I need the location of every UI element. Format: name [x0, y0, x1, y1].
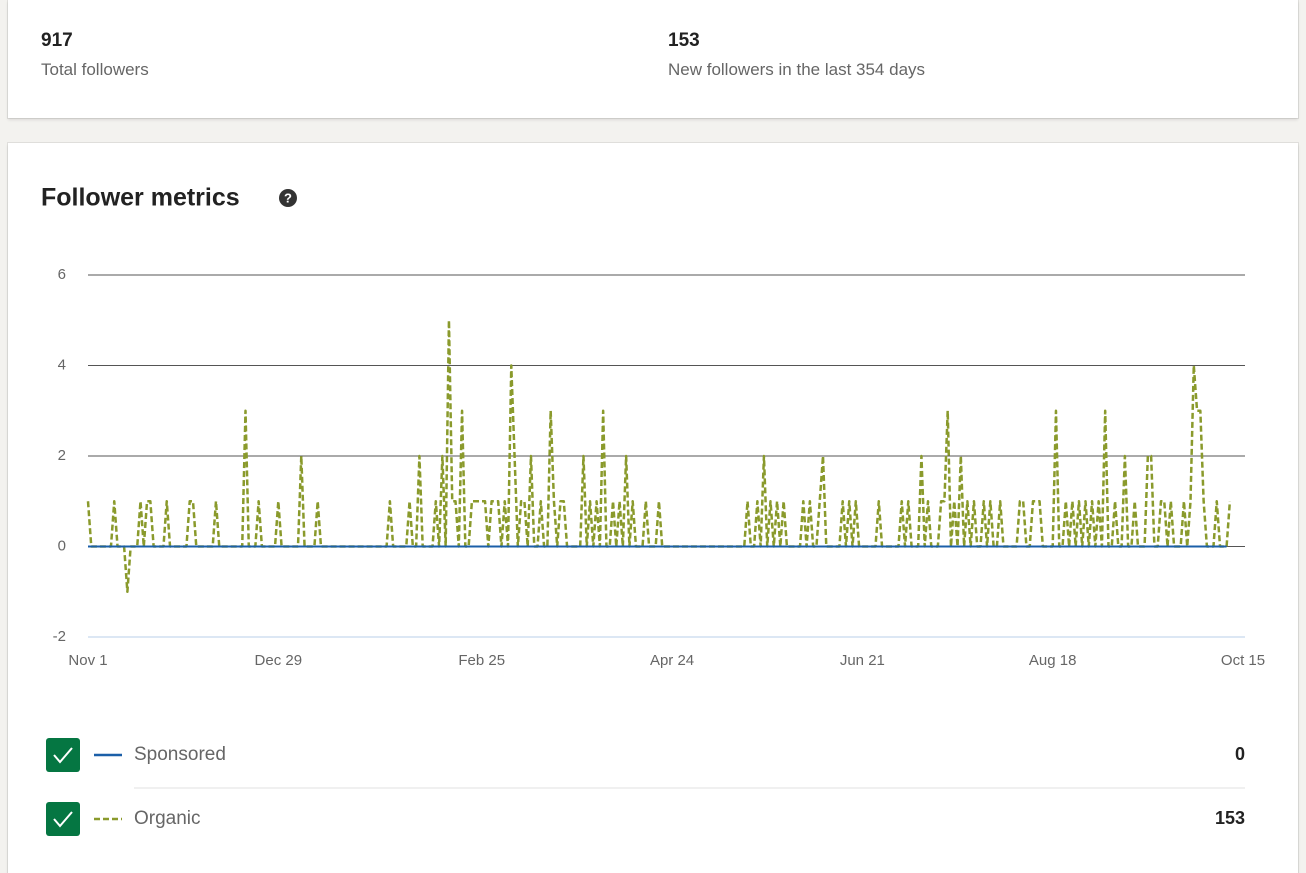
x-tick-label: Oct 15: [1221, 652, 1265, 669]
x-tick-label: Jun 21: [840, 652, 885, 669]
help-icon[interactable]: ?: [279, 189, 297, 207]
legend-label: Organic: [134, 808, 201, 829]
y-tick-label: -2: [53, 628, 66, 645]
stat-label: Total followers: [41, 60, 149, 79]
legend-item[interactable]: Sponsored 0: [46, 738, 1245, 772]
stat-label: New followers in the last 354 days: [668, 60, 926, 79]
checkmark: [53, 811, 73, 828]
checkbox: [46, 738, 80, 772]
checkbox: [46, 802, 80, 836]
x-tick-label: Dec 29: [255, 652, 303, 669]
x-tick-label: Aug 18: [1029, 652, 1077, 669]
series-line: [86, 319, 1232, 593]
summary-card: 917 Total followers 153 New followers in…: [8, 0, 1298, 118]
chart-card: [8, 143, 1298, 873]
y-tick-label: 2: [58, 447, 66, 464]
svg-text:?: ?: [284, 190, 292, 205]
stat-value: 153: [668, 30, 700, 51]
checkmark: [53, 747, 73, 764]
stat-value: 917: [41, 30, 73, 51]
legend-label: Sponsored: [134, 744, 226, 765]
x-tick-label: Feb 25: [458, 652, 505, 669]
y-tick-label: 4: [58, 356, 66, 373]
legend-total: 153: [1215, 808, 1245, 828]
legend-total: 0: [1235, 744, 1245, 764]
y-tick-label: 0: [58, 537, 66, 554]
y-tick-label: 6: [58, 266, 66, 283]
x-tick-label: Nov 1: [68, 652, 107, 669]
x-tick-label: Apr 24: [650, 652, 694, 669]
legend-item[interactable]: Organic 153: [46, 802, 1245, 836]
chart-title: Follower metrics: [41, 184, 240, 212]
